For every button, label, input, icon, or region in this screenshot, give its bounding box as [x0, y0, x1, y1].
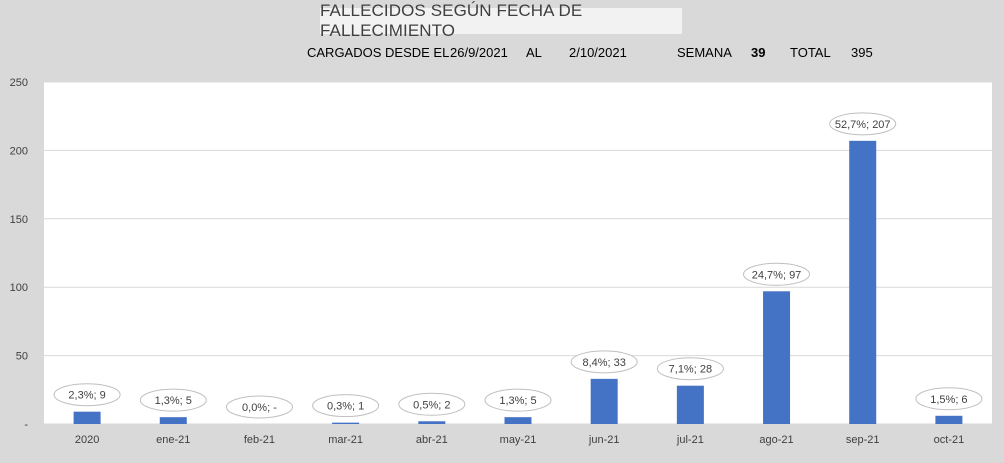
x-tick-label: jun-21 [588, 434, 620, 446]
data-label: 8,4%; 33 [570, 350, 638, 374]
data-label-text: 8,4%; 33 [582, 357, 625, 369]
y-tick-label: 100 [10, 282, 28, 294]
week-label: SEMANA [677, 45, 732, 60]
bar [73, 411, 101, 424]
bars [73, 140, 963, 424]
total-label: TOTAL [790, 45, 831, 60]
data-label-bubble [484, 388, 552, 412]
y-tick-label: 50 [16, 351, 28, 363]
x-tick-label: ene-21 [156, 434, 190, 446]
bar [418, 421, 446, 424]
data-label-bubble [53, 383, 121, 407]
x-tick-label: may-21 [500, 434, 537, 446]
bar [590, 378, 618, 424]
bar [935, 415, 963, 424]
x-tick-label: abr-21 [416, 434, 448, 446]
data-label: 0,5%; 2 [398, 392, 466, 416]
bar [159, 417, 187, 424]
y-tick-label: 200 [10, 145, 28, 157]
data-label-bubble [398, 392, 466, 416]
al-label: AL [526, 45, 542, 60]
x-axis-ticks: 2020 ene-21 feb-21 mar-21 abr-21 may-21 jun-21… [75, 434, 964, 446]
total-value: 395 [851, 45, 873, 60]
data-label-text: 1,3%; 5 [499, 395, 536, 407]
data-label: 0,0%; - [225, 395, 293, 419]
data-label-bubble [743, 262, 811, 286]
x-tick-label: mar-21 [328, 434, 363, 446]
bar [763, 291, 791, 424]
date-to: 2/10/2021 [569, 45, 627, 60]
data-label-bubble [656, 357, 724, 381]
date-from: 26/9/2021 [450, 45, 508, 60]
data-label-bubble [225, 395, 293, 419]
data-label-text: 0,5%; 2 [413, 399, 450, 411]
data-label-bubble [915, 387, 983, 411]
data-label: 1,3%; 5 [139, 388, 207, 412]
data-labels: 2,3%; 9 1,3%; 5 0,0%; - 0,3%; 1 0,5%; 2 1,3%;… [53, 112, 983, 419]
bar [676, 385, 704, 424]
data-label-bubble [570, 350, 638, 374]
data-label: 1,5%; 6 [915, 387, 983, 411]
data-label-text: 1,3%; 5 [155, 395, 192, 407]
data-label-text: 0,3%; 1 [327, 401, 364, 413]
x-tick-label: feb-21 [244, 434, 275, 446]
x-tick-label: jul-21 [676, 434, 704, 446]
week-value: 39 [751, 45, 766, 60]
bar [504, 417, 532, 424]
data-label: 1,3%; 5 [484, 388, 552, 412]
x-tick-label: 2020 [75, 434, 99, 446]
x-tick-label: oct-21 [934, 434, 965, 446]
plot-area [44, 82, 992, 424]
loaded-label: CARGADOS DESDE EL [307, 45, 450, 60]
data-label-bubble [312, 394, 380, 418]
data-label: 52,7%; 207 [829, 112, 897, 136]
data-label-bubble [139, 388, 207, 412]
x-tick-label: sep-21 [846, 434, 880, 446]
x-tick-label: ago-21 [759, 434, 793, 446]
data-label-text: 2,3%; 9 [68, 390, 105, 402]
data-label: 2,3%; 9 [53, 383, 121, 407]
y-tick-label: 150 [10, 214, 28, 226]
y-tick-label: - [24, 419, 28, 431]
data-label-bubble [829, 112, 897, 136]
y-axis-ticks: - 50 100 150 200 250 [10, 77, 29, 431]
bar [849, 140, 877, 424]
data-label: 7,1%; 28 [656, 357, 724, 381]
data-label-text: 0,0%; - [242, 402, 277, 414]
bar [332, 422, 360, 424]
data-label-text: 7,1%; 28 [669, 364, 712, 376]
data-label-text: 1,5%; 6 [930, 394, 967, 406]
data-label-text: 52,7%; 207 [835, 119, 891, 131]
chart-title-text: FALLECIDOS SEGÚN FECHA DE FALLECIMIENTO [320, 1, 583, 40]
chart-title: FALLECIDOS SEGÚN FECHA DE FALLECIMIENTO [320, 1, 682, 40]
data-label: 0,3%; 1 [312, 394, 380, 418]
data-label-text: 24,7%; 97 [752, 269, 802, 281]
data-label: 24,7%; 97 [743, 262, 811, 286]
y-tick-label: 250 [10, 77, 28, 89]
